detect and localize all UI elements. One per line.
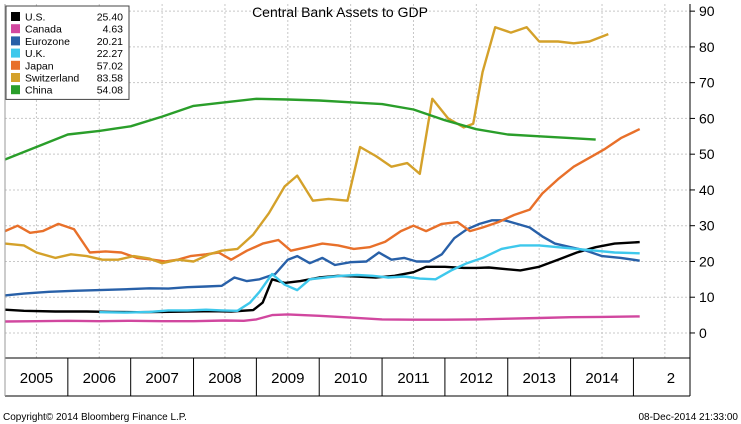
x-tick-label: 2012 [460, 370, 493, 387]
legend-label: U.S. [25, 12, 45, 24]
series-line-canada [4, 313, 640, 323]
legend-label: U.K. [25, 48, 45, 60]
legend-swatch [11, 85, 20, 95]
legend-value: 83.58 [97, 73, 123, 85]
legend-swatch [11, 60, 20, 70]
legend-value: 22.27 [97, 48, 123, 60]
legend-label: Japan [25, 60, 54, 72]
y-tick-label: 40 [699, 182, 715, 198]
legend-label: Switzerland [25, 73, 79, 85]
x-axis-band [4, 357, 690, 397]
series-line-uk [99, 244, 640, 314]
y-tick-label: 20 [699, 253, 715, 269]
footer-copyright: Copyright© 2014 Bloomberg Finance L.P. [3, 412, 187, 423]
legend-value: 57.02 [97, 60, 123, 72]
x-tick-label: 2014 [585, 370, 618, 387]
y-tick-label: 60 [699, 110, 715, 126]
legend-swatch [11, 12, 20, 21]
x-tick-label: 2005 [20, 370, 53, 387]
legend-label: Canada [25, 24, 62, 36]
series-line-china [4, 97, 596, 161]
legend-value: 54.08 [97, 85, 123, 97]
chart-title: Central Bank Assets to GDP [252, 4, 428, 20]
legend-swatch [11, 73, 20, 82]
series-layer [4, 26, 641, 323]
x-tick-label: 2006 [83, 370, 116, 387]
y-tick-label: 90 [699, 3, 715, 19]
x-tick-label: 2007 [145, 370, 178, 387]
legend-value: 4.63 [103, 24, 124, 36]
y-tick-label: 50 [699, 146, 715, 162]
series-line-eurozone [4, 219, 640, 297]
series-line-japan [4, 128, 641, 263]
legend-value: 25.40 [97, 12, 123, 24]
grid [5, 4, 690, 358]
y-tick-label: 10 [699, 289, 715, 305]
legend-box [5, 5, 130, 100]
legend-label: China [25, 85, 53, 97]
legend: U.S. 25.40 Canada 4.63 Eurozone 20.21 U.K. 22.2… [5, 5, 130, 100]
x-tick-label: 2011 [397, 370, 429, 387]
series-line-switzerland [4, 26, 609, 265]
x-tick-label: 2008 [208, 370, 241, 387]
x-tick-label: 2013 [522, 370, 555, 387]
legend-value: 20.21 [97, 36, 123, 48]
y-tick-label: 70 [699, 75, 715, 91]
y-tick-label: 0 [699, 325, 707, 341]
legend-swatch [11, 36, 20, 46]
x-tick-label: 2009 [271, 370, 304, 387]
y-tick-label: 80 [699, 39, 715, 55]
x-tick-label: 2 [667, 370, 675, 387]
footer-timestamp: 08-Dec-2014 21:33:00 [638, 412, 738, 423]
plot-frame [4, 4, 691, 396]
x-tick-label: 2010 [334, 370, 367, 387]
x-axis: 2005 2006 2007 2008 2009 2010 2011 2012 2013 2014… [20, 370, 675, 387]
legend-swatch [11, 48, 20, 58]
legend-swatch [11, 24, 20, 34]
y-axis: 0 10 20 30 40 50 60 70 80 90 [690, 3, 715, 341]
legend-label: Eurozone [25, 36, 70, 48]
y-tick-label: 30 [699, 218, 715, 234]
